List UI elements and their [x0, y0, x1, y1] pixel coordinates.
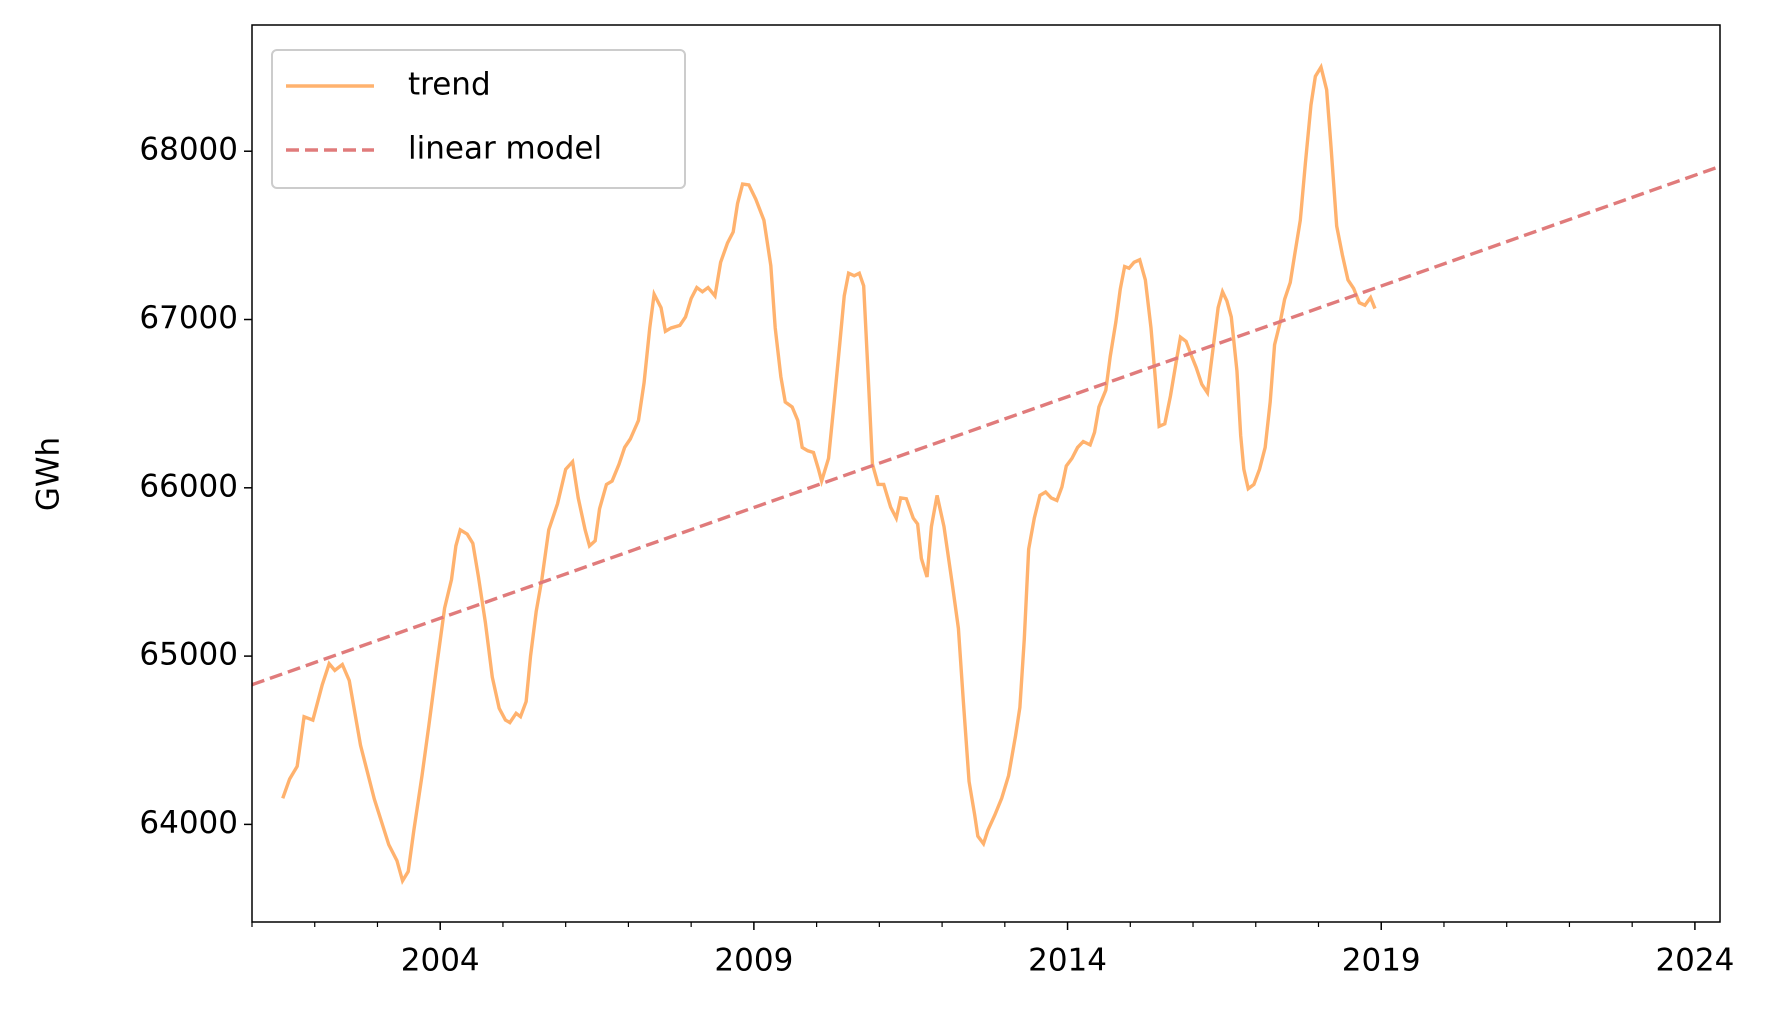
line-1	[252, 164, 1720, 687]
y-axis-label: GWh	[31, 437, 67, 511]
y-tick-label: 67000	[139, 300, 238, 336]
x-tick-label: 2024	[1655, 943, 1734, 979]
x-tick-label: 2014	[1028, 943, 1107, 979]
plot-frame	[251, 24, 1721, 923]
y-tick-label: 65000	[139, 637, 238, 673]
x-tick-label: 2009	[714, 943, 793, 979]
legend-label: linear model	[408, 131, 602, 167]
legend-box	[271, 49, 686, 189]
y-tick-label: 66000	[139, 468, 238, 504]
x-tick-label: 2004	[401, 943, 480, 979]
line-0	[281, 62, 1377, 885]
y-tick-label: 68000	[139, 132, 238, 168]
x-tick-label: 2019	[1342, 943, 1421, 979]
legend-label: trend	[408, 67, 491, 103]
y-tick-label: 64000	[139, 805, 238, 841]
